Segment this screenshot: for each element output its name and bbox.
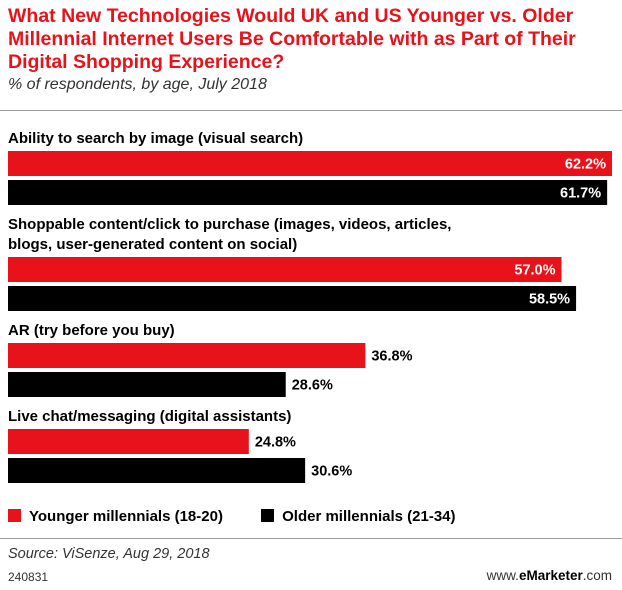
data-label: 30.6% — [311, 464, 352, 480]
data-label: 61.7% — [560, 186, 601, 202]
legend-swatch-younger — [8, 509, 21, 522]
bar — [8, 372, 286, 397]
data-label: 36.8% — [371, 349, 412, 365]
category-label: Live chat/messaging (digital assistants) — [8, 408, 291, 425]
category-label: AR (try before you buy) — [8, 322, 175, 339]
bar — [8, 343, 366, 368]
data-label: 62.2% — [565, 157, 606, 173]
legend-item-older: Older millennials (21-34) — [261, 508, 456, 525]
brand-suffix: .com — [582, 568, 612, 583]
bar-chart: Ability to search by image (visual searc… — [8, 130, 612, 483]
category-label: Ability to search by image (visual searc… — [8, 130, 303, 147]
brand-name: eMarketer — [518, 568, 583, 583]
chart-id: 240831 — [8, 570, 49, 584]
legend-label-older: Older millennials (21-34) — [282, 508, 456, 525]
bar — [8, 151, 612, 176]
legend-swatch-older — [261, 509, 275, 522]
data-label: 57.0% — [514, 263, 555, 279]
bar — [8, 429, 249, 454]
chart-subtitle: % of respondents, by age, July 2018 — [8, 76, 267, 93]
legend-item-younger: Younger millennials (18-20) — [8, 508, 223, 525]
top-divider — [0, 110, 622, 111]
bar — [8, 180, 608, 205]
legend: Younger millennials (18-20) Older millen… — [8, 508, 490, 525]
brand-prefix: www. — [486, 568, 519, 583]
data-label: 58.5% — [529, 292, 570, 308]
category-label: blogs, user-generated content on social) — [8, 236, 297, 253]
bar — [8, 286, 577, 311]
source-note: Source: ViSenze, Aug 29, 2018 — [8, 546, 210, 562]
chart-title: What New Technologies Would UK and US Yo… — [8, 5, 576, 73]
data-label: 28.6% — [292, 378, 333, 394]
data-label: 24.8% — [255, 435, 296, 451]
brand-logo: www.eMarketer.com — [487, 568, 612, 583]
bar — [8, 257, 562, 282]
category-label: Shoppable content/click to purchase (ima… — [8, 216, 451, 233]
bottom-divider — [0, 538, 622, 539]
bar — [8, 458, 306, 483]
legend-label-younger: Younger millennials (18-20) — [29, 508, 223, 525]
